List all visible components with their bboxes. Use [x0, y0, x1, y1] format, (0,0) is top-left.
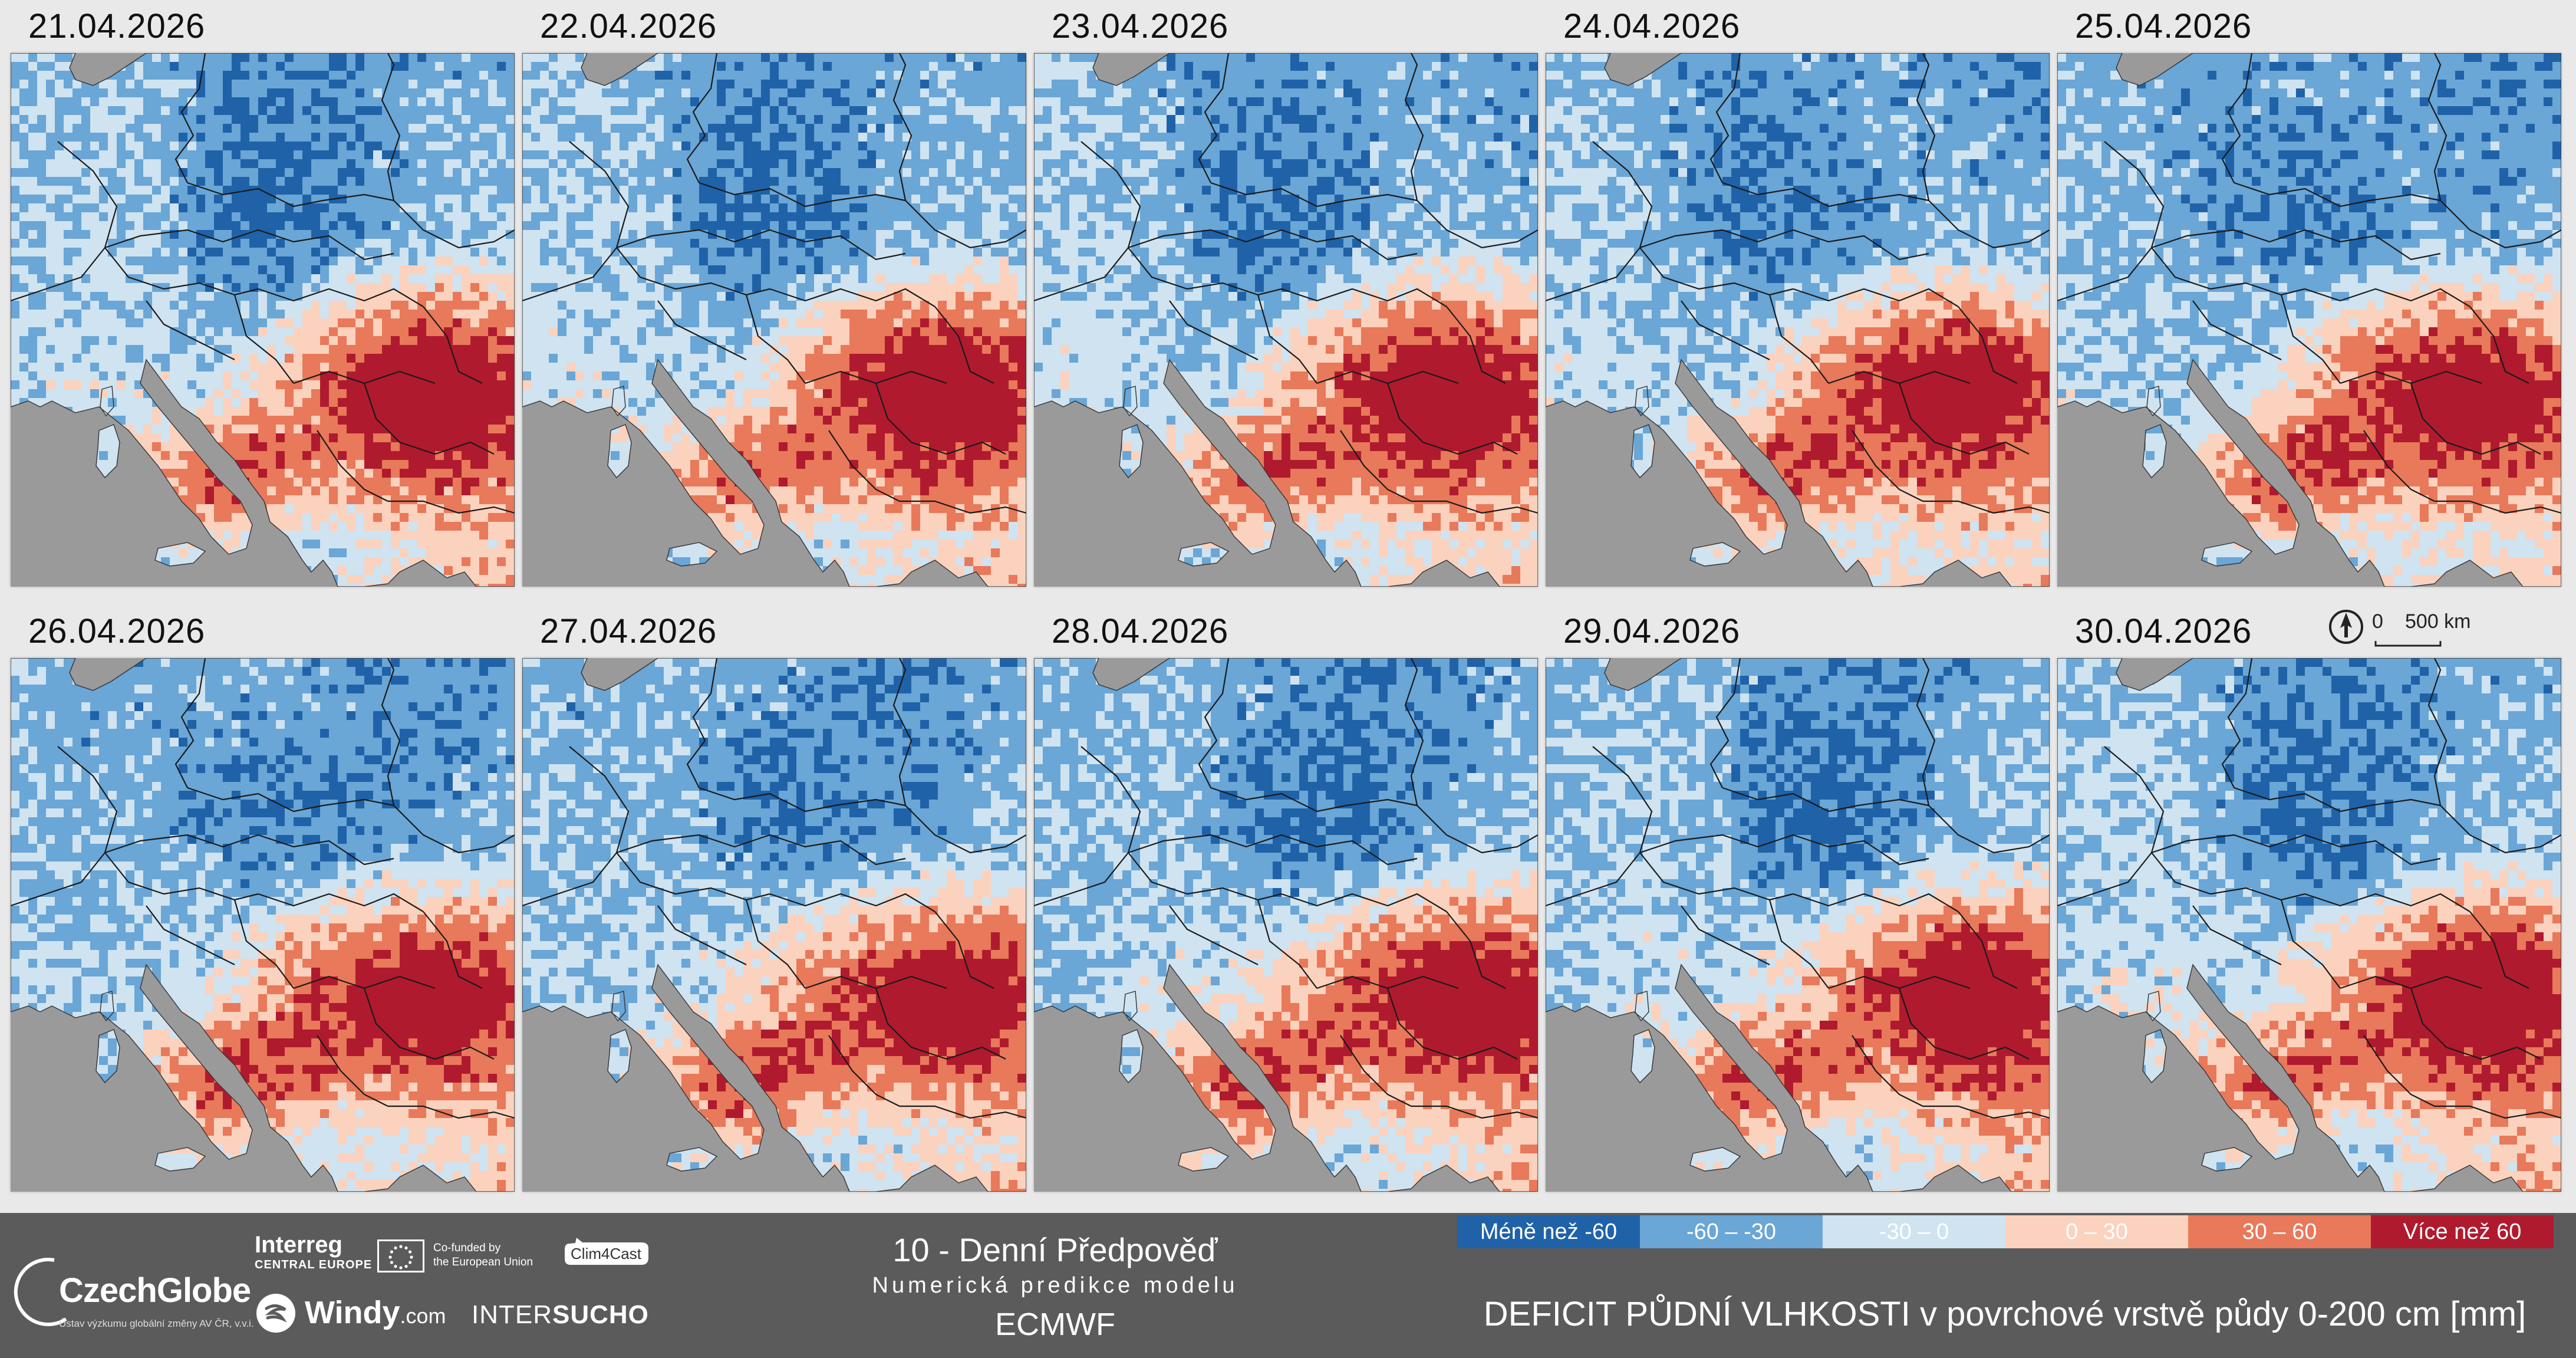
panel: 21.04.2026	[0, 0, 515, 590]
eu-text-line1: Co-funded by	[433, 1241, 533, 1255]
clim4cast-logo: Clim4Cast	[559, 1235, 653, 1272]
czechglobe-name: CzechGlobe	[59, 1271, 251, 1310]
panel: 22.04.2026	[512, 0, 1026, 590]
panel-date: 22.04.2026	[540, 0, 717, 53]
legend-class: 30 – 60	[2188, 1215, 2371, 1248]
windy-logo: Windy.com	[255, 1287, 446, 1340]
panel: 29.04.2026	[1535, 605, 2050, 1195]
north-arrow-icon	[2329, 610, 2363, 644]
panel-date: 25.04.2026	[2075, 0, 2252, 53]
panel: 27.04.2026	[512, 605, 1026, 1195]
panel: 28.04.2026	[1023, 605, 1538, 1195]
interreg-subtitle: CENTRAL EUROPE	[255, 1258, 372, 1272]
legend-class: Méně než -60	[1457, 1215, 1640, 1248]
scale-distance-label: 500 km	[2405, 610, 2471, 633]
eu-text-line2: the European Union	[433, 1255, 533, 1270]
map-soil-moisture-deficit	[522, 53, 1026, 587]
panel-date: 29.04.2026	[1563, 605, 1740, 658]
footer: CzechGlobe Ústav výzkumu globální změny …	[0, 1213, 2576, 1358]
map-soil-moisture-deficit	[522, 658, 1026, 1192]
windy-icon	[256, 1294, 295, 1333]
interreg-logo: Interreg CENTRAL EUROPE	[255, 1232, 372, 1272]
intersucho-logo: INTERSUCHO	[472, 1300, 649, 1330]
eu-logo: Co-funded by the European Union	[377, 1237, 536, 1278]
legend-class: -30 – 0	[1823, 1215, 2005, 1248]
eu-text: Co-funded by the European Union	[433, 1241, 533, 1270]
legend-class: 0 – 30	[2005, 1215, 2188, 1248]
interreg-name: Interreg	[255, 1232, 372, 1258]
panel-date: 27.04.2026	[540, 605, 717, 658]
scale-bar: 0 500 km	[2328, 604, 2523, 652]
legend-class: -60 – -30	[1640, 1215, 1823, 1248]
panel: 30.04.2026	[2047, 605, 2561, 1195]
panel-date: 30.04.2026	[2075, 605, 2252, 658]
windy-label: Windy	[305, 1295, 400, 1330]
czechglobe-subtitle: Ústav výzkumu globální změny AV ČR, v.v.…	[59, 1318, 254, 1330]
czechglobe-logo: CzechGlobe Ústav výzkumu globální změny …	[13, 1242, 254, 1343]
forecast-model: ECMWF	[790, 1306, 1320, 1343]
map-soil-moisture-deficit	[11, 658, 515, 1192]
scale-zero-label: 0	[2372, 610, 2383, 633]
map-title: DEFICIT PŮDNÍ VLHKOSTI v povrchové vrstv…	[1456, 1294, 2554, 1334]
map-soil-moisture-deficit	[1546, 658, 2050, 1192]
panel-date: 21.04.2026	[28, 0, 205, 53]
czechglobe-arc-icon	[14, 1258, 67, 1327]
eu-flag-icon	[377, 1239, 424, 1272]
map-soil-moisture-deficit	[1034, 658, 1538, 1192]
color-legend: Méně než -60 -60 – -30 -30 – 0 0 – 30 30…	[1457, 1215, 2554, 1248]
panel: 24.04.2026	[1535, 0, 2050, 590]
panel-date: 26.04.2026	[28, 605, 205, 658]
windy-com: .com	[400, 1304, 446, 1328]
map-soil-moisture-deficit	[2057, 658, 2561, 1192]
forecast-subtitle: Numerická predikce modelu	[790, 1273, 1320, 1298]
map-soil-moisture-deficit	[2057, 53, 2561, 587]
panel: 26.04.2026	[0, 605, 515, 1195]
panel: 25.04.2026	[2047, 0, 2561, 590]
legend-class: Více než 60	[2371, 1215, 2554, 1248]
intersucho-a: INTER	[472, 1300, 552, 1329]
panel-date: 23.04.2026	[1052, 0, 1228, 53]
map-soil-moisture-deficit	[11, 53, 515, 587]
windy-name: Windy.com	[305, 1294, 446, 1331]
intersucho-b: SUCHO	[552, 1300, 649, 1329]
panel-date: 24.04.2026	[1563, 0, 1740, 53]
panel: 23.04.2026	[1023, 0, 1538, 590]
clim4cast-label: Clim4Cast	[571, 1245, 642, 1262]
panel-date: 28.04.2026	[1052, 605, 1228, 658]
map-soil-moisture-deficit	[1034, 53, 1538, 587]
map-soil-moisture-deficit	[1546, 53, 2050, 587]
forecast-title: 10 - Denní Předpověď	[790, 1231, 1320, 1269]
